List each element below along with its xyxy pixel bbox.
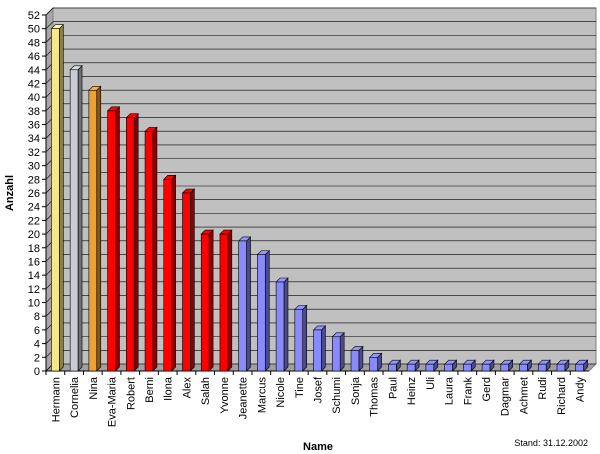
x-tick-label: Frank [462,377,474,406]
y-tick-label: 2 [34,352,40,364]
x-tick-label: Richard [556,377,568,415]
bar [106,106,121,372]
bars [50,23,589,372]
x-tick-label: Andy [575,377,587,403]
bar [406,359,420,372]
x-tick-label: Tine [294,377,306,398]
y-tick-label: 20 [28,229,40,241]
bar [125,112,139,372]
bar [163,174,177,372]
bar [443,359,458,372]
x-tick-label: Eva-Maria [107,376,119,427]
y-tick-label: 22 [28,215,40,227]
y-tick-label: 0 [34,366,40,378]
y-axis-ticks: 0246810121416182022242628303234363840424… [28,10,589,378]
y-tick-label: 24 [28,202,40,214]
x-tick-label: Robert [125,377,137,410]
x-tick-label: Alex [181,377,193,399]
x-tick-label: Salah [200,377,212,405]
bar [369,352,383,372]
bar [574,359,589,372]
bar [500,359,514,372]
x-tick-label: Thomas [369,377,381,417]
y-tick-label: 44 [28,65,40,77]
y-tick-label: 28 [28,174,40,186]
y-tick-label: 14 [28,270,40,282]
y-tick-label: 50 [28,24,40,36]
bar [275,277,289,372]
bar [518,359,533,372]
bar [144,126,158,372]
bar [462,359,476,372]
bar [387,359,402,372]
x-tick-label: Josef [313,376,325,403]
y-tick-label: 26 [28,188,40,200]
x-tick-label: Schumi [331,377,343,414]
y-tick-label: 16 [28,256,40,268]
bar [69,65,83,372]
bar [294,304,308,372]
x-tick-label: Rudi [537,377,549,400]
bar [200,229,214,372]
y-tick-label: 30 [28,161,40,173]
y-tick-label: 12 [28,284,40,296]
gridline-side [45,21,54,29]
y-tick-label: 48 [28,37,40,49]
bar [256,249,270,372]
bar [425,359,439,372]
x-tick-label: Laura [444,376,456,405]
bar [237,236,252,372]
x-tick-label: Berni [144,377,156,403]
bar [481,359,495,372]
footnote: Stand: 31.12.2002 [514,438,588,448]
bar [350,345,364,372]
x-tick-label: Uli [425,377,437,390]
x-tick-label: Paul [387,377,399,399]
y-tick-label: 32 [28,147,40,159]
bar [88,85,102,372]
y-tick-label: 8 [34,311,40,323]
y-tick-label: 34 [28,133,40,145]
x-axis-label: Name [303,441,333,453]
x-axis-ticks: Hermann Cornelia Nina Eva-Maria Robert Berni I… [45,371,587,427]
y-tick-label: 10 [28,298,40,310]
y-tick-label: 52 [28,10,40,22]
y-tick-label: 40 [28,92,40,104]
y-tick-label: 36 [28,120,40,132]
y-tick-label: 6 [34,325,40,337]
x-tick-label: Hermann [50,377,62,422]
y-tick-label: 4 [34,339,40,351]
x-tick-label: Gerd [481,377,493,401]
x-tick-label: Nicole [275,377,287,408]
bar [50,23,65,372]
bar [331,332,345,372]
y-tick-label: 38 [28,106,40,118]
bar [181,188,196,372]
bar [312,325,327,372]
x-tick-label: Marcus [256,377,268,414]
bar [219,229,233,372]
x-tick-label: Yvonne [219,377,231,414]
x-tick-label: Nina [88,376,100,400]
x-tick-label: Sonja [350,376,362,405]
x-tick-label: Cornelia [69,376,81,418]
x-tick-label: Dagmar [500,377,512,416]
y-tick-label: 46 [28,51,40,63]
x-tick-label: Achmet [518,377,530,414]
x-tick-label: Heinz [406,377,418,405]
x-tick-label: Jeanette [238,377,250,419]
gridline-side [45,7,54,16]
y-axis-label: Anzahl [4,175,16,211]
bar [537,359,551,372]
x-tick-label: Ilona [163,376,175,401]
bar [556,359,570,372]
y-tick-label: 42 [28,78,40,90]
y-tick-label: 18 [28,243,40,255]
